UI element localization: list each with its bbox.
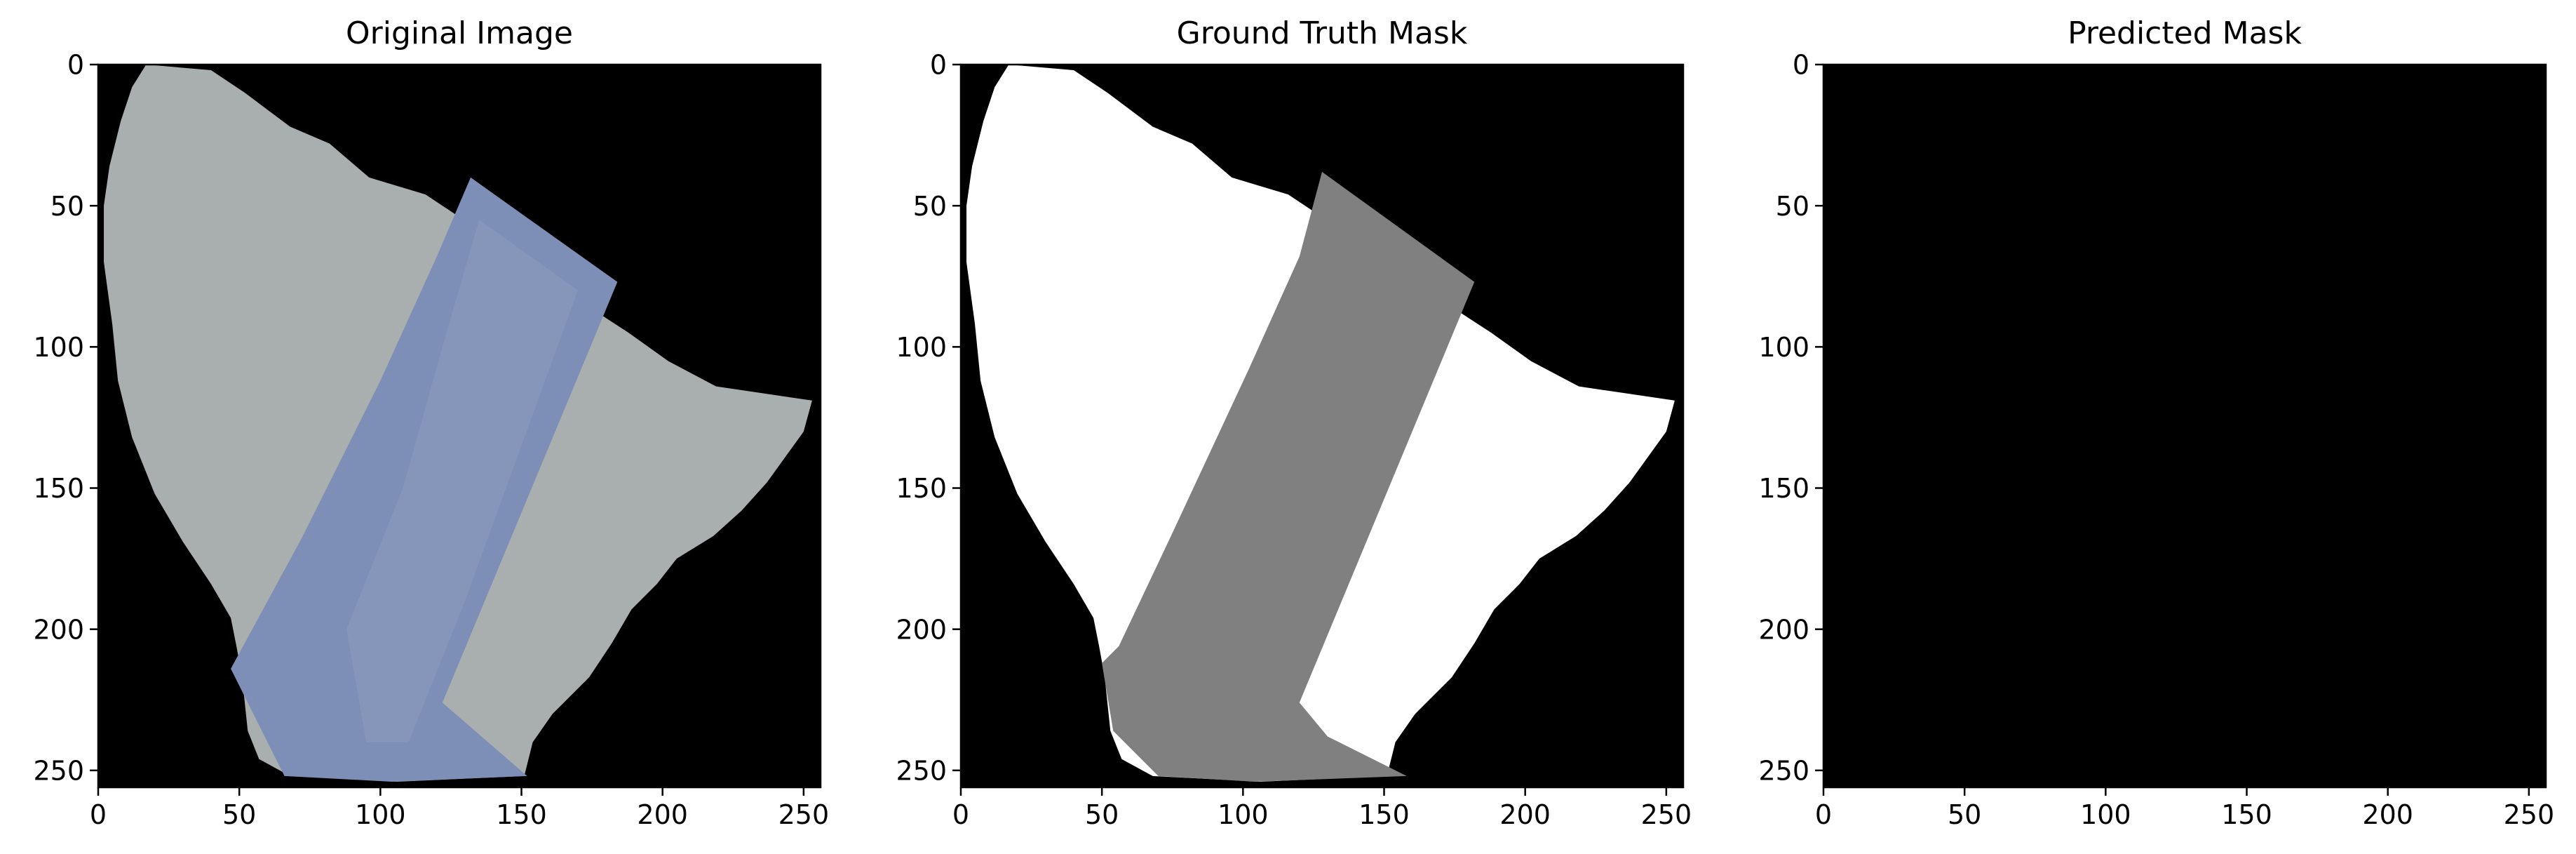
y-tick-label: 100 [33, 332, 84, 363]
y-tick-label: 250 [896, 756, 947, 787]
y-tick-label: 150 [33, 473, 84, 504]
panel-title: Original Image [346, 15, 573, 51]
x-tick-label: 50 [1085, 799, 1119, 830]
y-tick-label: 200 [33, 614, 84, 645]
x-tick-label: 200 [1499, 799, 1551, 830]
x-tick-label: 250 [2504, 799, 2555, 830]
x-tick-label: 0 [952, 799, 969, 830]
y-tick-label: 0 [67, 50, 84, 81]
vein-texture [346, 220, 578, 742]
x-tick-label: 100 [1218, 799, 1269, 830]
axes-frame [959, 63, 1685, 789]
image-area [961, 65, 1683, 787]
specimen-photo [104, 65, 812, 782]
y-tick-label: 100 [1758, 332, 1809, 363]
y-axis: 0 50 100 150 200 250 [33, 50, 98, 787]
x-axis: 0 50 100 150 200 250 [90, 787, 829, 830]
x-tick-label: 150 [496, 799, 547, 830]
panel-title: Ground Truth Mask [1177, 15, 1468, 51]
x-tick-label: 100 [355, 799, 406, 830]
x-tick-label: 250 [1641, 799, 1692, 830]
axes-frame [97, 63, 822, 789]
x-tick-label: 200 [637, 799, 688, 830]
panel-title: Predicted Mask [2068, 15, 2302, 51]
y-tick-label: 200 [1758, 614, 1809, 645]
y-tick-label: 0 [1793, 50, 1809, 81]
x-tick-label: 250 [778, 799, 830, 830]
y-tick-label: 100 [896, 332, 947, 363]
y-tick-label: 50 [50, 191, 84, 222]
x-tick-label: 50 [1948, 799, 1981, 830]
y-axis: 0 50 100 150 200 250 [896, 50, 961, 787]
x-tick-label: 150 [2221, 799, 2272, 830]
mask-image [966, 65, 1675, 782]
x-axis: 0 50 100 150 200 250 [952, 787, 1692, 830]
y-tick-label: 250 [33, 756, 84, 787]
x-tick-label: 100 [2080, 799, 2131, 830]
panel-ground-truth-mask: Ground Truth Mask 0 50 100 150 200 250 0 50 100… [896, 15, 1692, 830]
axes-frame [1822, 63, 2547, 789]
y-tick-label: 150 [1758, 473, 1809, 504]
y-tick-label: 200 [896, 614, 947, 645]
image-area [1823, 65, 2546, 787]
panel-predicted-mask: Predicted Mask 0 50 100 150 200 250 0 50 100 150… [1758, 15, 2554, 830]
y-tick-label: 50 [1776, 191, 1809, 222]
x-tick-label: 50 [222, 799, 256, 830]
y-tick-label: 150 [896, 473, 947, 504]
x-tick-label: 0 [1815, 799, 1832, 830]
x-axis: 0 50 100 150 200 250 [1815, 787, 2554, 830]
x-tick-label: 0 [90, 799, 107, 830]
image-area [98, 65, 821, 787]
panel-original-image: Original Image 0 50 100 150 200 250 0 50 100 150… [33, 15, 829, 830]
x-tick-label: 200 [2362, 799, 2413, 830]
y-axis: 0 50 100 150 200 250 [1758, 50, 1823, 787]
y-tick-label: 50 [913, 191, 947, 222]
y-tick-label: 0 [930, 50, 947, 81]
predicted-mask-image [1823, 65, 2546, 787]
mask-class-gray [1102, 171, 1475, 782]
x-tick-label: 150 [1358, 799, 1410, 830]
y-tick-label: 250 [1758, 756, 1809, 787]
